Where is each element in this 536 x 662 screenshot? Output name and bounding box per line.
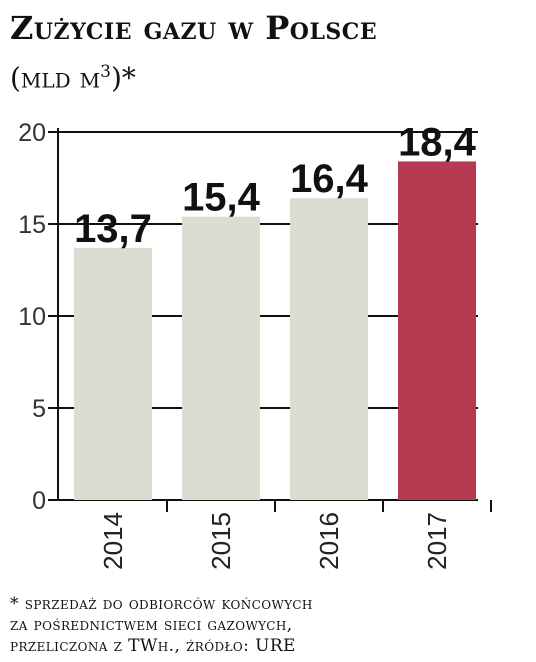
chart-title: Zużycie gazu w Polsce (10, 9, 378, 47)
unit-superscript: 3 (100, 62, 111, 82)
y-tick-label: 0 (32, 487, 46, 515)
label-layer: 0 5 10 15 20 13,7 2014 15,4 2015 16,4 2016 18,4 2017 (18, 119, 476, 570)
y-tick-label: 5 (32, 395, 46, 423)
bar-chart: 0 5 10 15 20 13,7 2014 15,4 2015 16,4 2016 18,4 2017 (18, 119, 492, 570)
x-tick-label-2015: 2015 (206, 512, 236, 570)
x-tick-label-2017: 2017 (422, 512, 452, 570)
footnote-line-3: przeliczona z TWh., źródło: URE (10, 636, 296, 656)
chart-subtitle: (mld m3)* (10, 54, 136, 96)
data-label-2016: 16,4 (290, 157, 369, 201)
bar-2014 (74, 247, 152, 500)
data-label-2015: 15,4 (182, 176, 261, 220)
y-tick-label: 20 (18, 119, 46, 147)
bar-2016 (290, 198, 368, 500)
x-tick-label-2014: 2014 (98, 512, 128, 570)
footnote-line-2: za pośrednictwem sieci gazowych, (10, 615, 293, 635)
data-label-2014: 13,7 (74, 207, 152, 251)
axis-layer (48, 128, 492, 512)
y-tick-label: 10 (18, 303, 46, 331)
footnote-line-1: * sprzedaż do odbiorców końcowych (10, 594, 313, 614)
bar-layer (74, 161, 476, 500)
x-tick-label-2016: 2016 (314, 512, 344, 570)
footnote: * sprzedaż do odbiorców końcowych za poś… (10, 594, 530, 657)
bar-2015 (182, 216, 260, 500)
unit-close: )* (110, 61, 136, 95)
y-tick-label: 15 (18, 211, 46, 239)
bar-2017 (398, 161, 476, 500)
unit-open: (mld m (10, 61, 101, 95)
data-label-2017: 18,4 (398, 120, 477, 164)
